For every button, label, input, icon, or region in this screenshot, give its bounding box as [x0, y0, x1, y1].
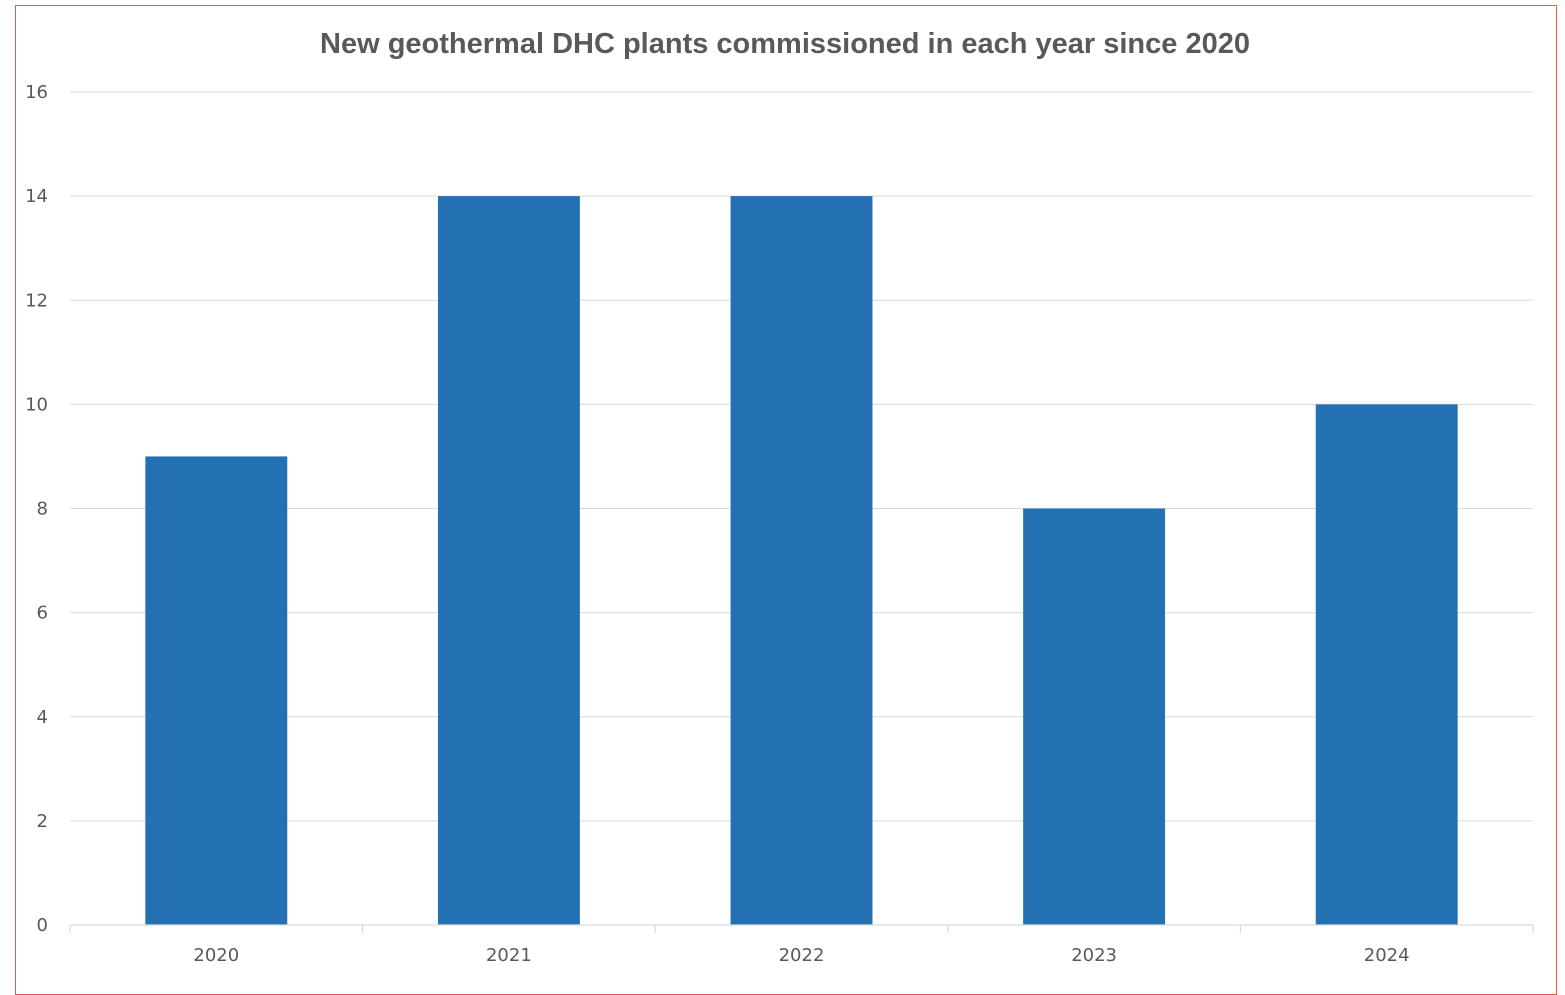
bar-2020	[145, 456, 288, 925]
bars	[145, 196, 1458, 925]
x-tick-label: 2024	[1364, 945, 1410, 966]
y-tick-label: 10	[25, 394, 48, 415]
y-tick-label: 16	[25, 82, 48, 103]
y-tick-label: 12	[25, 290, 48, 311]
y-tick-label: 2	[37, 811, 48, 832]
x-tick-label: 2023	[1071, 945, 1117, 966]
x-tick-label: 2020	[193, 945, 239, 966]
x-tick-label: 2022	[779, 945, 825, 966]
y-tick-label: 0	[37, 915, 48, 936]
gridlines	[70, 91, 1533, 822]
bar-2021	[437, 196, 580, 925]
x-tick-label: 2021	[486, 945, 532, 966]
y-tick-label: 6	[37, 603, 48, 624]
y-tick-label: 14	[25, 186, 48, 207]
y-tick-label: 8	[37, 499, 48, 520]
bar-2023	[1023, 508, 1166, 925]
y-axis-ticks: 0 2 4 6 8 10 12 14 16	[25, 82, 48, 936]
x-axis-ticks: 2020 2021 2022 2023 2024	[69, 925, 1534, 966]
bar-2022	[730, 196, 873, 925]
y-tick-label: 4	[37, 707, 48, 728]
bar-2024	[1315, 404, 1458, 925]
chart-title: New geothermal DHC plants commissioned i…	[320, 28, 1250, 60]
